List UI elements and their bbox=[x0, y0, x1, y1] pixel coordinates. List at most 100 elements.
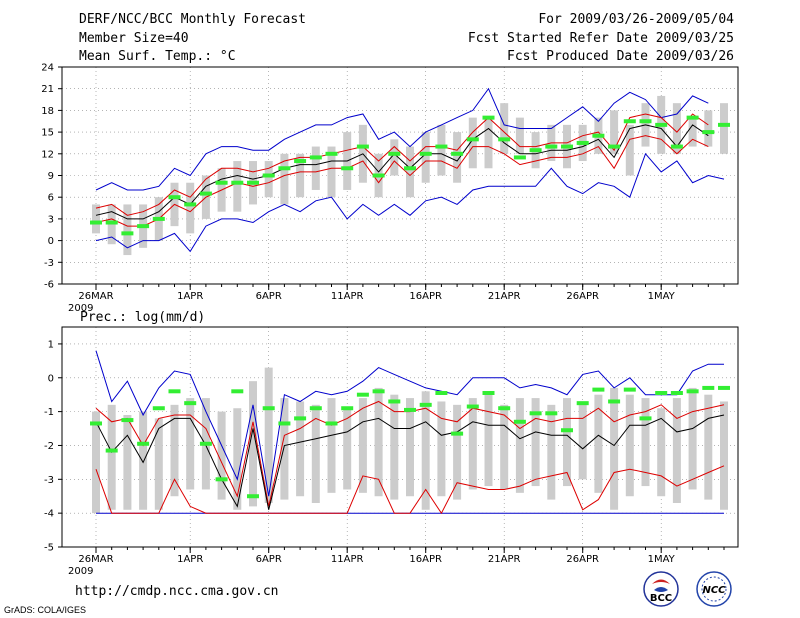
y-tick-label: -6 bbox=[44, 280, 54, 291]
spread-box bbox=[311, 146, 320, 190]
median-marker bbox=[545, 411, 558, 416]
spread-box bbox=[358, 398, 367, 493]
y-tick-label: 9 bbox=[48, 171, 54, 182]
x-tick-label: 21APR bbox=[488, 554, 521, 565]
spread-box bbox=[406, 398, 414, 497]
spread-box bbox=[578, 401, 587, 480]
spread-box bbox=[249, 381, 257, 507]
median-marker bbox=[341, 166, 354, 171]
lower-line bbox=[95, 465, 725, 515]
median-marker bbox=[372, 389, 385, 394]
median-marker bbox=[152, 406, 165, 411]
median-marker bbox=[121, 418, 134, 423]
spread-box bbox=[390, 139, 399, 176]
spread-box bbox=[563, 398, 571, 487]
median-marker bbox=[325, 151, 338, 156]
forecast-period: For 2009/03/26-2009/05/04 bbox=[538, 12, 734, 27]
median-marker bbox=[404, 407, 416, 412]
bcc-logo: BCC bbox=[643, 571, 679, 607]
y-tick-label: -1 bbox=[44, 407, 54, 418]
spread-box bbox=[233, 161, 242, 212]
spread-box bbox=[672, 398, 681, 503]
spread-box bbox=[421, 132, 430, 183]
median-marker bbox=[419, 151, 432, 156]
plot-frame bbox=[61, 326, 739, 548]
spread-box bbox=[107, 404, 116, 510]
spread-box bbox=[280, 153, 289, 205]
spread-box bbox=[468, 117, 477, 169]
spread-box bbox=[264, 367, 273, 503]
spread-box bbox=[594, 394, 603, 493]
spread-box bbox=[186, 182, 195, 234]
lower-line bbox=[95, 135, 709, 227]
median-marker bbox=[278, 166, 291, 171]
median-marker bbox=[388, 151, 401, 156]
spread-box bbox=[406, 146, 414, 198]
mean-line bbox=[95, 414, 725, 510]
median-marker bbox=[215, 180, 228, 185]
median-marker bbox=[435, 144, 448, 149]
panel-temperature: -6 -3 0 3 6 9 12 15 18 21 24 26MAR 1APR 6APR 11APR 16AP… bbox=[41, 63, 739, 314]
spread-box bbox=[170, 404, 179, 497]
spread-box bbox=[515, 398, 524, 493]
y-tick-label: 6 bbox=[48, 193, 54, 204]
median-marker bbox=[294, 159, 307, 164]
median-marker bbox=[137, 224, 150, 229]
median-marker bbox=[482, 115, 495, 120]
chart-title: DERF/NCC/BCC Monthly Forecast bbox=[79, 12, 306, 27]
x-tick-label: 26APR bbox=[566, 554, 599, 565]
median-marker bbox=[576, 140, 589, 145]
x-tick-label: 16APR bbox=[409, 291, 442, 302]
y-tick-label: 24 bbox=[41, 63, 54, 74]
plot-frame bbox=[61, 66, 739, 285]
median-marker bbox=[121, 231, 134, 236]
started-date: Fcst Started Refer Date 2009/03/25 bbox=[467, 31, 734, 46]
y-tick-label: 12 bbox=[41, 149, 54, 160]
spread-box bbox=[92, 411, 100, 514]
median-marker bbox=[576, 401, 589, 406]
y-tick-label: 21 bbox=[41, 84, 54, 95]
median-marker bbox=[356, 144, 369, 149]
median-marker bbox=[513, 155, 526, 160]
spread-box bbox=[390, 394, 399, 500]
spread-box bbox=[453, 404, 462, 500]
spread-box bbox=[139, 411, 148, 510]
member-size: Member Size=40 bbox=[79, 31, 189, 46]
median-marker bbox=[529, 148, 542, 153]
spread-box bbox=[123, 415, 132, 510]
spread-box bbox=[500, 103, 509, 154]
median-marker bbox=[262, 173, 275, 178]
median-marker bbox=[670, 144, 683, 149]
y-tick-label: 0 bbox=[48, 373, 54, 384]
median-marker bbox=[105, 448, 118, 453]
median-marker bbox=[137, 441, 150, 446]
median-marker bbox=[498, 406, 511, 411]
median-marker bbox=[482, 391, 495, 395]
y-tick-label: 1 bbox=[48, 339, 54, 350]
spread-box bbox=[688, 117, 697, 147]
spread-box bbox=[720, 401, 728, 510]
median-marker bbox=[372, 173, 385, 178]
spread-box bbox=[484, 391, 493, 487]
median-marker bbox=[686, 389, 699, 394]
x-tick-label: 21APR bbox=[488, 291, 521, 302]
spread-box bbox=[154, 418, 163, 510]
spread-box bbox=[500, 404, 509, 490]
spread-box bbox=[641, 398, 650, 487]
spread-box bbox=[547, 404, 556, 500]
median-marker bbox=[168, 389, 181, 394]
median-marker bbox=[247, 494, 259, 499]
spread-box bbox=[123, 204, 132, 256]
median-marker bbox=[404, 166, 416, 171]
median-marker bbox=[278, 421, 291, 426]
spread-box bbox=[610, 387, 619, 510]
spread-box bbox=[657, 408, 666, 497]
year-label: 2009 bbox=[68, 566, 93, 577]
x-tick-label: 11APR bbox=[331, 291, 364, 302]
x-tick-label: 26APR bbox=[566, 291, 599, 302]
y-tick-label: 0 bbox=[48, 236, 54, 247]
y-tick-label: 15 bbox=[41, 128, 54, 139]
source-url[interactable]: http://cmdp.ncc.cma.gov.cn bbox=[75, 584, 279, 599]
median-marker bbox=[608, 399, 621, 404]
